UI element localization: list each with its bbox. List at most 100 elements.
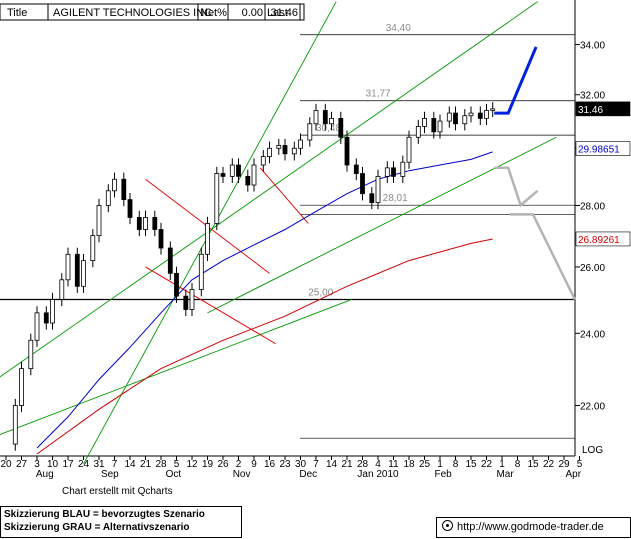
last-label: Last (267, 7, 288, 19)
price-bar (484, 110, 489, 119)
net-value: 0.00 (242, 7, 263, 19)
x-tick-label: 17 (62, 459, 74, 470)
x-tick-label: 25 (419, 459, 431, 470)
price-bar (214, 173, 220, 224)
price-bar (59, 279, 65, 300)
trend-line-2 (207, 136, 557, 314)
moving-averages (36, 151, 493, 455)
price-bar (167, 247, 173, 274)
month-label: Oct (166, 469, 182, 480)
price-bar (245, 175, 251, 186)
price-bar (50, 299, 55, 324)
x-tick-label: 16 (264, 459, 276, 470)
month-label: Nov (233, 469, 251, 480)
price-bar (189, 289, 195, 310)
month-label: Dec (299, 469, 317, 480)
y-tick-label: 26.00 (580, 263, 605, 274)
level-label-3: 28,01 (383, 193, 408, 204)
price-bar (90, 235, 96, 261)
x-tick-label: 28 (155, 459, 167, 470)
price-bar (344, 136, 350, 166)
price-bar (490, 108, 496, 111)
price-bar (282, 145, 288, 155)
x-tick-label: 10 (47, 459, 59, 470)
price-bar (468, 112, 474, 117)
price-bar (136, 217, 142, 230)
scenario-grey-line-1 (509, 213, 577, 301)
scenario-lines (494, 46, 577, 301)
level-lines: 34,40 31,77 30,48 28,01 25,00 (0, 23, 575, 439)
price-bar (329, 118, 334, 125)
price-bar (43, 312, 49, 324)
price-bar (415, 126, 421, 138)
price-bar (353, 164, 359, 174)
level-label-0: 34,40 (386, 23, 411, 34)
price-bar (260, 156, 266, 166)
x-tick-label: 19 (202, 459, 214, 470)
header-bar: Title AGILENT TECHNOLOGIES INC Net% 0.00… (0, 3, 305, 21)
price-bar (105, 190, 111, 206)
price-bar (338, 118, 344, 138)
price-bar (198, 253, 204, 290)
price-bar (220, 173, 226, 177)
price-value-box-text: 31.46 (578, 105, 603, 116)
price-bar (307, 123, 313, 141)
y-axis-labels: 34.0032.0030.0028.0026.0024.0022.00LOG31… (575, 40, 631, 456)
month-label: Mar (496, 469, 514, 480)
x-tick-label: 18 (403, 459, 415, 470)
ma-slow-value-box (575, 231, 631, 247)
x-tick-label: 26 (217, 459, 229, 470)
x-tick-label: 8 (515, 459, 521, 470)
ma-slow-line (36, 238, 493, 455)
price-bar (400, 161, 406, 177)
price-bar (375, 175, 381, 203)
x-tick-label: 15 (527, 459, 539, 470)
scenario-grey-line-0 (494, 166, 539, 208)
level-label-4: 25,00 (308, 287, 333, 298)
x-tick-label: 20 (0, 459, 12, 470)
ma-fast-line (36, 151, 493, 449)
x-tick-label: 5 (577, 459, 583, 470)
price-bar (183, 295, 189, 310)
price-bar (291, 147, 297, 155)
price-bar (121, 178, 127, 200)
month-label: Sep (101, 469, 119, 480)
price-bar (453, 112, 458, 125)
x-tick-label: 3 (34, 459, 40, 470)
y-tick-label: 28.00 (580, 201, 605, 212)
trend-line-1 (0, 299, 352, 435)
scenario-blue-line (494, 46, 538, 115)
x-tick-label: 8 (453, 459, 459, 470)
level-label-1: 31,77 (366, 89, 391, 100)
x-tick-label: 27 (16, 459, 28, 470)
y-tick-label: 34.00 (580, 40, 605, 51)
price-bar (236, 164, 241, 177)
x-axis-labels: 20 27 3 10 17 24 31 7 14 21 28 5 12 19 26 2 9 16 23 30 7 14 21… (0, 456, 583, 480)
price-bar (112, 178, 117, 192)
price-bar (477, 112, 483, 119)
price-bar (406, 136, 412, 163)
price-bar (205, 223, 210, 255)
y-tick-label: 22.00 (580, 401, 605, 412)
x-tick-label: 21 (341, 459, 353, 470)
month-label: Jan 2010 (357, 469, 399, 480)
correction-line-1 (145, 266, 276, 345)
price-bar (158, 229, 164, 249)
correction-line-2 (259, 167, 309, 224)
x-tick-label: 4 (375, 459, 381, 470)
price-bar (96, 205, 102, 237)
x-tick-label: 28 (357, 459, 369, 470)
x-tick-label: 11 (388, 459, 399, 470)
website-link[interactable]: http://www.godmode-trader.de (436, 517, 631, 538)
price-bar (462, 115, 468, 125)
price-bar (74, 253, 80, 287)
x-tick-label: 21 (140, 459, 152, 470)
y-tick-label: 32.00 (580, 91, 605, 102)
x-tick-label: 24 (78, 459, 90, 470)
price-bar (251, 164, 257, 186)
ma-slow-value-box-text: 26.89261 (578, 235, 620, 246)
log-label: LOG (582, 445, 603, 456)
price-bar (19, 368, 24, 406)
price-bar (143, 217, 148, 230)
